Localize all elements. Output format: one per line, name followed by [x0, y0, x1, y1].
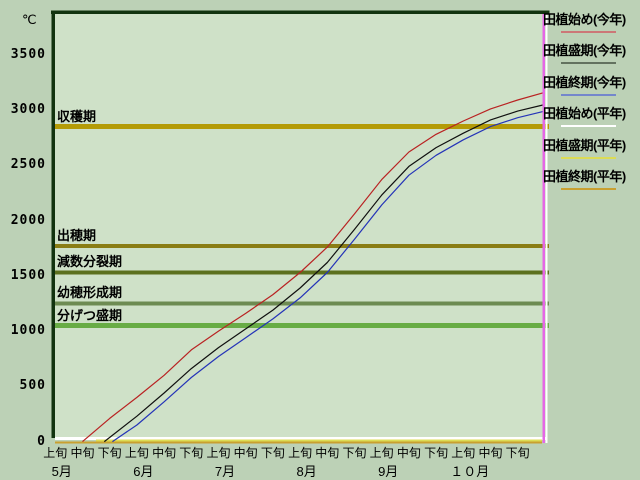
legend-item-label: 田植始め(今年) [543, 12, 626, 27]
x-month-label-2: 7月 [214, 464, 236, 479]
x-period-label-2: 下旬 [97, 446, 122, 460]
x-period-label-13: 中旬 [396, 446, 421, 460]
x-period-label-11: 下旬 [342, 446, 367, 460]
legend-item-4: 田植盛期(平年) [543, 138, 640, 168]
series-curve-1 [103, 103, 546, 443]
x-period-label-9: 上旬 [288, 446, 313, 460]
legend-line-swatch [561, 31, 616, 33]
x-period-label-8: 下旬 [260, 446, 285, 460]
x-month-label-1: 6月 [133, 464, 154, 479]
x-period-label-12: 上旬 [369, 446, 394, 460]
y-tick-label-2500: 2500 [10, 157, 46, 173]
legend-item-1: 田植盛期(今年) [543, 43, 640, 73]
x-period-label-15: 上旬 [451, 446, 476, 460]
legend-item-label: 田植盛期(今年) [543, 43, 626, 59]
plot-area [53, 11, 544, 438]
y-tick-label-0: 0 [37, 433, 46, 449]
x-month-label-0: 5月 [51, 464, 72, 479]
legend-line-swatch [561, 156, 616, 159]
stage-label-0: 収穫期 [57, 108, 97, 124]
legend-line-swatch [561, 188, 616, 190]
series-curve-0 [82, 91, 546, 443]
x-period-label-5: 下旬 [179, 446, 204, 460]
legend-item-label: 田植盛期(平年) [543, 137, 626, 153]
x-period-label-7: 中旬 [233, 446, 258, 460]
legend-item-0: 田植始め(今年) [543, 12, 640, 42]
x-period-label-1: 中旬 [70, 446, 95, 460]
legend-item-3: 田植始め(平年) [543, 106, 640, 136]
stage-label-3: 幼穂形成期 [57, 285, 123, 301]
x-month-label-3: 8月 [296, 464, 317, 479]
legend-line-swatch [561, 62, 616, 65]
y-tick-label-1000: 1000 [10, 323, 46, 339]
y-tick-label-3000: 3000 [10, 101, 46, 117]
y-tick-label-500: 500 [19, 378, 46, 394]
legend-item-5: 田植終期(平年) [543, 169, 640, 199]
y-axis-unit-label: ℃ [22, 12, 37, 27]
x-period-label-0: 上旬 [43, 446, 68, 460]
legend-item-label: 田植始め(平年) [543, 106, 626, 122]
x-period-label-14: 下旬 [424, 446, 449, 460]
stage-label-4: 分げつ盛期 [57, 307, 123, 323]
series-curve-2 [112, 110, 546, 443]
legend-line-swatch [561, 93, 616, 96]
x-period-label-4: 中旬 [152, 446, 177, 460]
x-period-label-16: 中旬 [478, 446, 503, 460]
y-tick-label-2000: 2000 [10, 212, 46, 228]
x-month-label-5: １０月 [450, 464, 490, 479]
x-period-label-10: 中旬 [315, 446, 340, 460]
x-period-label-3: 上旬 [124, 446, 149, 460]
y-tick-label-3500: 3500 [10, 46, 46, 62]
legend-item-label: 田植終期(今年) [543, 74, 626, 90]
y-tick-label-1500: 1500 [10, 267, 46, 283]
x-period-label-17: 下旬 [505, 446, 530, 460]
stage-label-1: 出穂期 [57, 227, 97, 243]
stage-label-2: 減数分裂期 [57, 254, 123, 270]
x-period-label-6: 上旬 [206, 446, 231, 460]
legend-item-2: 田植終期(今年) [543, 75, 640, 105]
x-month-label-4: 9月 [378, 464, 399, 479]
legend-item-label: 田植終期(平年) [543, 169, 626, 184]
legend-line-swatch [561, 125, 616, 128]
